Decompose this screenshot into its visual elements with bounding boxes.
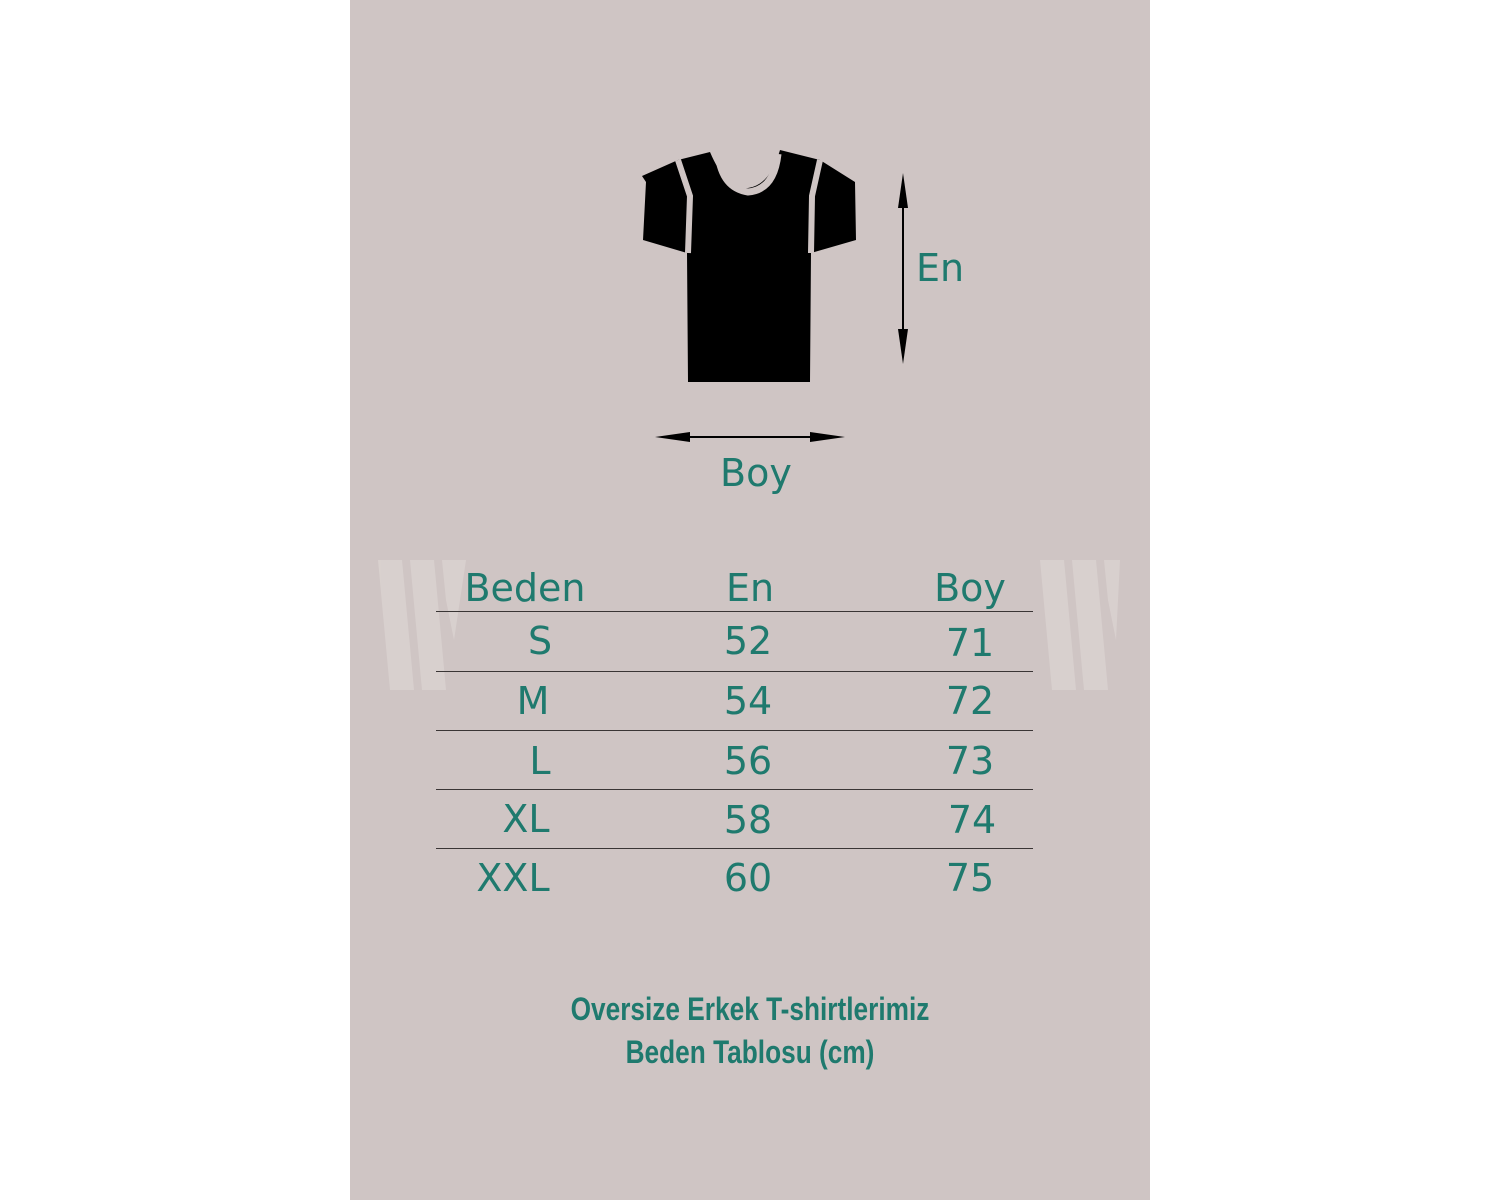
boy-m: 72: [945, 679, 995, 723]
en-m: 54: [723, 679, 773, 723]
boy-s: 71: [945, 621, 995, 665]
row-divider: [436, 789, 1033, 790]
size-s: S: [527, 619, 553, 663]
t-shirt-icon: [642, 150, 856, 382]
size-l: L: [529, 739, 551, 783]
watermark-logo-right: [1040, 560, 1120, 690]
watermark-logos: [378, 560, 1120, 690]
row-divider: [436, 671, 1033, 672]
caption-line-2: Beden Tablosu (cm): [625, 1034, 875, 1070]
row-divider: [436, 730, 1033, 731]
watermark-logo-left: [378, 560, 466, 690]
en-s: 52: [723, 619, 773, 663]
height-label: En: [916, 246, 965, 290]
width-label: Boy: [720, 451, 792, 495]
en-xxl: 60: [723, 856, 773, 900]
boy-xl: 74: [947, 798, 997, 842]
boy-xxl: 75: [945, 856, 995, 900]
en-xl: 58: [723, 798, 773, 842]
en-l: 56: [723, 739, 773, 783]
row-divider: [436, 848, 1033, 849]
t-shirt-diagram: [642, 150, 908, 442]
width-arrow-icon: [655, 432, 845, 442]
header-boy: Boy: [934, 566, 1006, 610]
height-arrow-icon: [898, 173, 908, 364]
row-divider: [436, 611, 1033, 612]
size-xl: XL: [502, 797, 550, 841]
size-xxl: XXL: [476, 856, 550, 900]
size-chart-panel: En Boy Beden En Boy S 52 71 M 54 72 L 56…: [350, 0, 1150, 1200]
size-m: M: [516, 679, 550, 723]
header-en: En: [725, 566, 775, 610]
caption-line-1: Oversize Erkek T-shirtlerimiz: [570, 991, 930, 1027]
boy-l: 73: [945, 739, 995, 783]
header-beden: Beden: [464, 566, 586, 610]
